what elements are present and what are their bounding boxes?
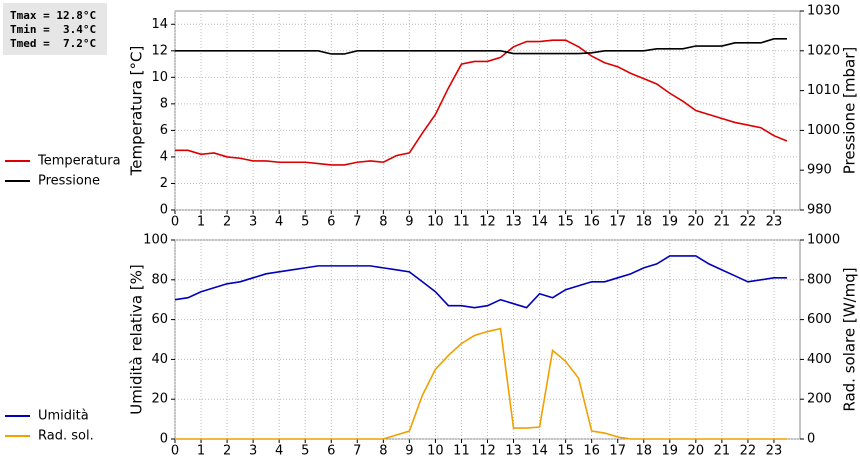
x-tick-label: 1 [197,215,205,230]
x-tick-label: 10 [427,215,444,230]
y-tick-label: 10 [151,70,168,85]
stat: Tmin = 3.4°C [10,23,96,36]
x-tick-label: 6 [327,444,335,459]
y2-tick-label: 200 [807,392,832,407]
x-tick-label: 8 [379,215,387,230]
stats-box [3,3,107,55]
y-axis-label: Umidità relativa [%] [128,264,146,415]
x-tick-label: 4 [275,215,283,230]
x-tick-label: 12 [479,444,496,459]
x-tick-label: 0 [171,215,179,230]
x-tick-label: 9 [405,444,413,459]
x-tick-label: 3 [249,444,257,459]
stat: Tmax = 12.8°C [10,9,96,22]
x-tick-label: 20 [688,444,705,459]
x-tick-label: 2 [223,444,231,459]
legend-label: Rad. sol. [38,429,94,444]
y2-tick-label: 990 [807,163,832,178]
x-tick-label: 1 [197,444,205,459]
y-tick-label: 80 [151,272,168,287]
x-tick-label: 21 [714,444,731,459]
x-tick-label: 21 [714,215,731,230]
y2-tick-label: 800 [807,272,832,287]
y2-tick-label: 1000 [807,233,840,248]
y2-tick-label: 1010 [807,83,840,98]
y-axis-label: Temperatura [°C] [128,46,146,177]
x-tick-label: 16 [583,215,600,230]
x-tick-label: 7 [353,215,361,230]
legend-label: Pressione [38,174,100,189]
legend-label: Umidità [38,409,89,424]
y-tick-label: 20 [151,392,168,407]
y-tick-label: 12 [151,43,168,58]
x-tick-label: 3 [249,215,257,230]
data-line [175,327,787,440]
x-tick-label: 23 [766,444,783,459]
x-tick-label: 6 [327,215,335,230]
y2-tick-label: 1030 [807,4,840,19]
x-tick-label: 17 [609,215,626,230]
x-tick-label: 22 [740,444,757,459]
y-tick-label: 6 [160,123,168,138]
legend-label: Temperatura [37,154,121,169]
data-line [175,38,787,55]
x-tick-label: 13 [505,444,522,459]
x-tick-label: 15 [557,215,574,230]
y-tick-label: 4 [160,149,168,164]
x-tick-label: 18 [635,444,652,459]
x-tick-label: 5 [301,215,309,230]
y2-tick-label: 400 [807,352,832,367]
x-tick-label: 20 [688,215,705,230]
x-tick-label: 0 [171,444,179,459]
y-tick-label: 60 [151,312,168,327]
x-tick-label: 8 [379,444,387,459]
y-tick-label: 2 [160,176,168,191]
data-line [175,39,788,166]
y-tick-label: 0 [160,432,168,447]
x-tick-label: 12 [479,215,496,230]
x-tick-label: 9 [405,215,413,230]
x-tick-label: 11 [453,444,470,459]
x-tick-label: 14 [531,215,548,230]
y2-axis-label: Pressione [mbar] [841,47,859,175]
data-line [174,255,787,309]
y-tick-label: 0 [160,203,168,218]
y2-axis-label: Rad. solare [W/mq] [841,267,859,411]
y2-tick-label: 0 [807,432,815,447]
x-tick-label: 14 [531,444,548,459]
x-tick-label: 13 [505,215,522,230]
x-tick-label: 17 [609,444,626,459]
x-tick-label: 4 [275,444,283,459]
x-tick-label: 7 [353,444,361,459]
y-tick-label: 8 [160,96,168,111]
y2-tick-label: 980 [807,203,832,218]
x-tick-label: 2 [223,215,231,230]
x-tick-label: 19 [662,215,679,230]
stat: Tmed = 7.2°C [10,37,96,50]
x-tick-label: 22 [740,215,757,230]
y-tick-label: 100 [143,233,168,248]
x-tick-label: 15 [557,444,574,459]
y2-tick-label: 1000 [807,123,840,138]
y-tick-label: 40 [151,352,168,367]
y2-tick-label: 1020 [807,43,840,58]
y2-tick-label: 600 [807,312,832,327]
x-tick-label: 5 [301,444,309,459]
x-tick-label: 11 [453,215,470,230]
x-tick-label: 10 [427,444,444,459]
x-tick-label: 18 [635,215,652,230]
y-tick-label: 14 [151,17,168,32]
x-tick-label: 16 [583,444,600,459]
x-tick-label: 23 [766,215,783,230]
x-tick-label: 19 [662,444,679,459]
